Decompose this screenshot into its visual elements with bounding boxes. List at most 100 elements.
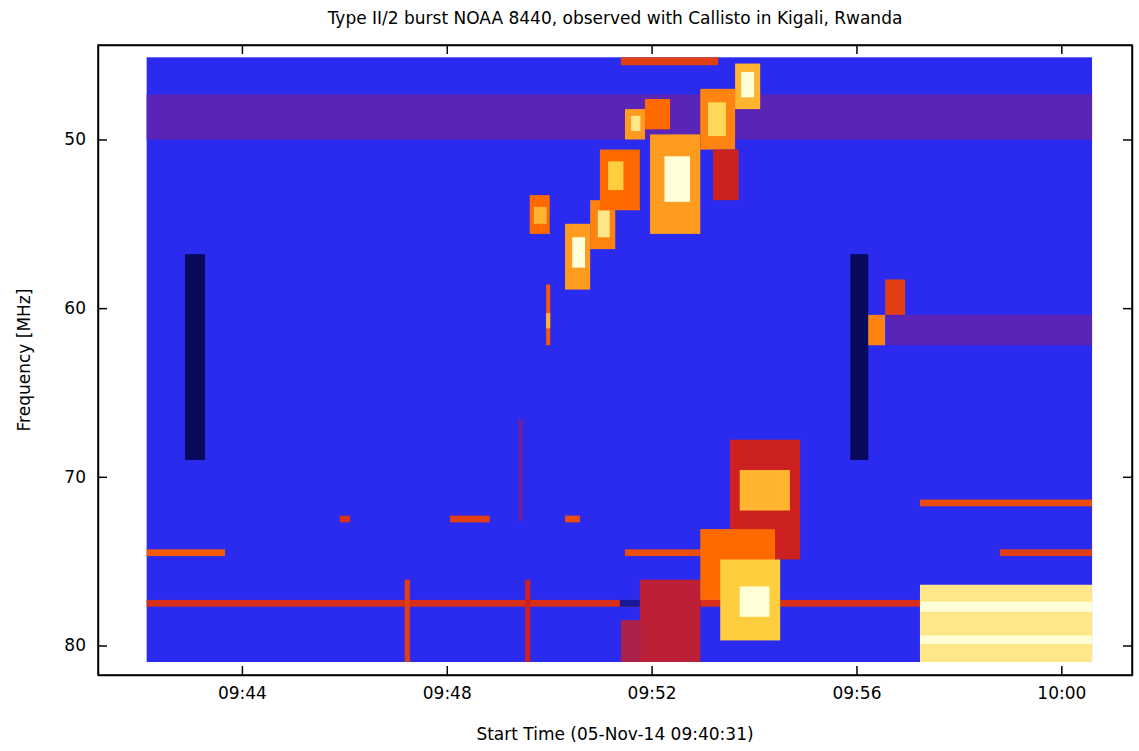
tick: 09:48 — [423, 666, 472, 703]
y-axis-right — [1123, 46, 1133, 676]
tick — [652, 45, 653, 54]
tick-mark — [242, 45, 244, 54]
heat-cell — [713, 150, 739, 201]
tick — [856, 45, 857, 54]
heat-cell — [625, 109, 645, 139]
tick-label: 09:44 — [218, 683, 267, 703]
tick-mark — [651, 45, 653, 54]
tick-mark — [651, 666, 653, 675]
x-axis: 09:44 09:48 09:52 09:56 10:00 — [99, 666, 1133, 703]
tick — [1061, 45, 1062, 54]
axis-line — [99, 675, 1133, 677]
heat-cell — [147, 600, 920, 607]
cells — [147, 57, 1092, 662]
tick-label: 09:56 — [832, 683, 881, 703]
tick-label: 80 — [64, 635, 86, 655]
axis-line — [99, 45, 1133, 47]
tick: 10:00 — [1037, 666, 1086, 703]
tick-label: 09:52 — [628, 683, 677, 703]
tick: 50 — [64, 129, 107, 149]
heat-cell — [546, 285, 550, 346]
heat-cell — [598, 210, 610, 237]
tick-mark — [1123, 477, 1132, 479]
tick-mark — [98, 139, 107, 141]
tick-mark — [98, 645, 107, 647]
tick: 09:44 — [218, 666, 267, 703]
heat-cell — [868, 315, 885, 345]
heat-cell — [631, 116, 640, 131]
heat-cell — [735, 64, 760, 110]
tick — [1123, 139, 1132, 140]
heat-cell — [621, 620, 641, 662]
heat-cell — [1000, 549, 1092, 556]
tick — [1123, 645, 1132, 646]
tick-mark — [98, 308, 107, 310]
tick-mark — [1123, 645, 1132, 647]
tick-mark — [1061, 666, 1063, 675]
heat-cell — [621, 57, 718, 65]
heat-cell — [920, 585, 1092, 662]
heat-cell — [640, 580, 700, 662]
chart: 09:44 09:48 09:52 09:56 10:00 50 60 70 80 Type II… — [0, 0, 1139, 751]
x-axis-title: Start Time (05-Nov-14 09:40:31) — [476, 724, 753, 744]
tick — [1123, 308, 1132, 309]
heat-cell — [700, 89, 735, 150]
tick-label: 70 — [64, 467, 86, 487]
tick-mark — [1061, 45, 1063, 54]
heat-cell — [741, 72, 754, 97]
tick: 60 — [64, 298, 107, 318]
heat-cell — [740, 586, 770, 616]
tick-mark — [447, 45, 449, 54]
tick — [1123, 477, 1132, 478]
tick: 09:56 — [832, 666, 881, 703]
heat-cell — [720, 559, 780, 640]
tick-label: 60 — [64, 298, 86, 318]
heat-cell — [525, 580, 530, 662]
tick-label: 50 — [64, 129, 86, 149]
heat-cell — [920, 635, 1092, 643]
title: Type II/2 burst NOAA 8440, observed with… — [327, 8, 903, 28]
heat-cell — [147, 57, 1092, 662]
x-axis-top — [99, 45, 1133, 54]
tick-mark — [856, 666, 858, 675]
tick-mark — [856, 45, 858, 54]
tick — [242, 45, 243, 54]
tick: 70 — [64, 467, 107, 487]
heat-cell — [600, 150, 640, 211]
heat-cell — [546, 313, 550, 328]
heat-cell — [534, 207, 547, 224]
tick: 09:52 — [628, 666, 677, 703]
heat-cell — [708, 102, 726, 136]
heat-cell — [147, 549, 225, 556]
heat-cell — [147, 94, 1092, 139]
tick-label: 09:48 — [423, 683, 472, 703]
heat-cell — [405, 580, 410, 662]
heat-cell — [530, 195, 550, 234]
tick-mark — [242, 666, 244, 675]
heat-cell — [650, 134, 700, 234]
y-axis-title: Frequency [MHz] — [14, 289, 34, 432]
heat-cell — [185, 254, 205, 460]
heat-cell — [850, 254, 868, 460]
heat-cell — [518, 419, 523, 520]
heat-cell — [920, 500, 1092, 507]
plot-frame — [98, 45, 1132, 675]
heat-cell — [572, 237, 585, 267]
heat-cell — [740, 470, 790, 510]
tick-mark — [1123, 139, 1132, 141]
tick-mark — [98, 477, 107, 479]
tick-mark — [447, 666, 449, 675]
heat-cell — [340, 516, 350, 523]
heat-cell — [565, 224, 590, 290]
heat-cell — [885, 279, 905, 314]
tick: 80 — [64, 635, 107, 655]
tick — [447, 45, 448, 54]
tick-label: 10:00 — [1037, 683, 1086, 703]
heat-cell — [920, 602, 1092, 612]
heat-cell — [450, 516, 490, 523]
heat-cell — [664, 156, 690, 202]
tick-mark — [1123, 308, 1132, 310]
heat-cell — [645, 99, 670, 129]
heat-cell — [887, 315, 1092, 345]
heat-cell — [565, 516, 580, 523]
